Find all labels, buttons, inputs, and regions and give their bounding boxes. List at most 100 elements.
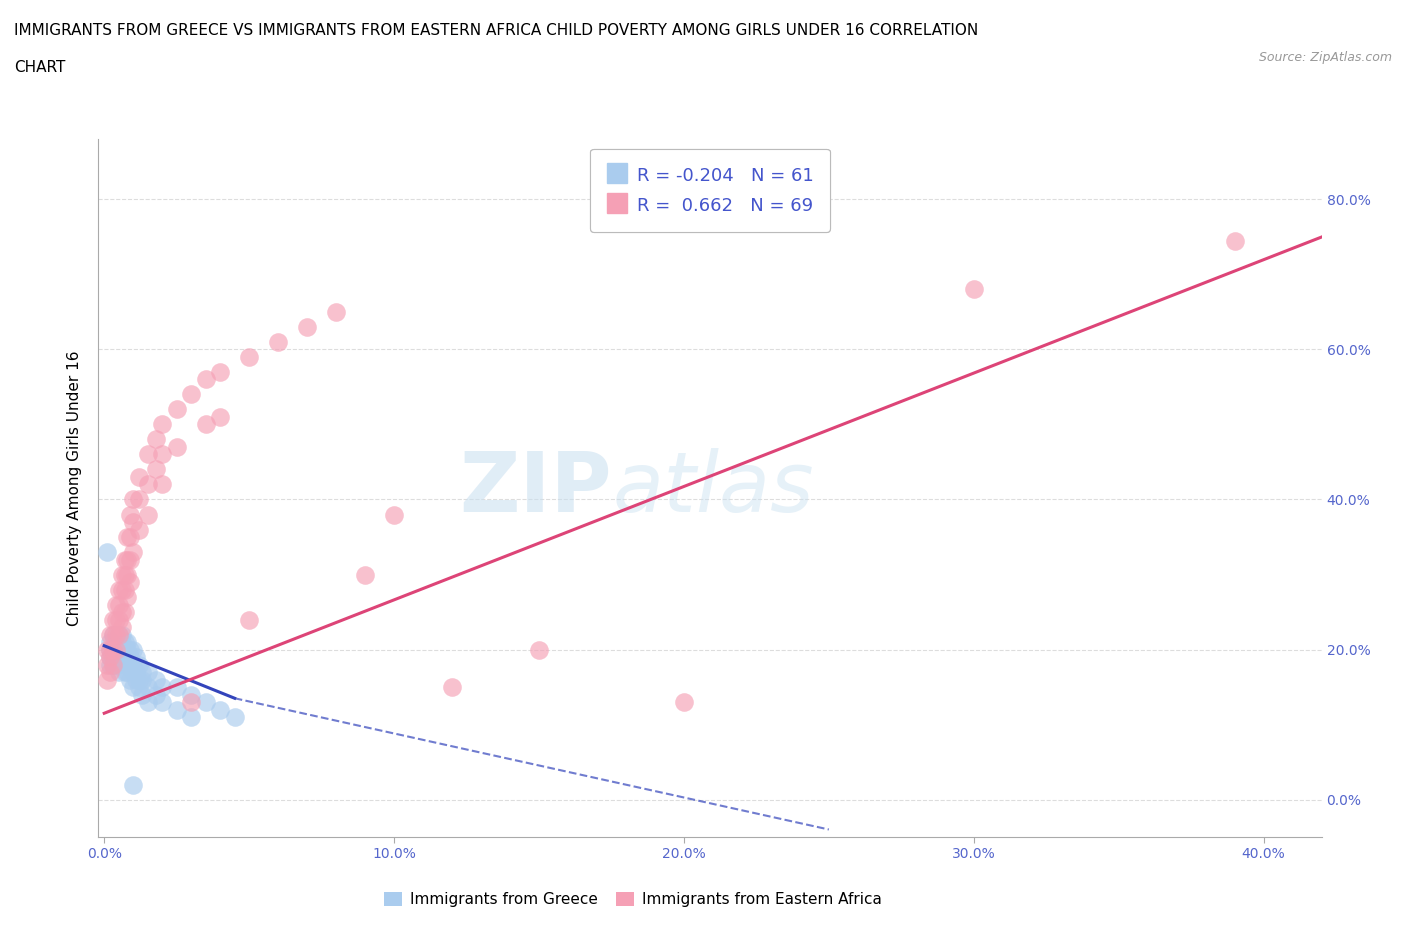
Point (114, 582, 136, 597)
Point (120, 642, 142, 657)
Point (963, 282, 986, 297)
Point (122, 642, 145, 657)
Point (114, 642, 136, 657)
Point (145, 432, 167, 447)
Point (104, 642, 127, 657)
Point (131, 687, 153, 702)
Point (122, 665, 145, 680)
Point (354, 567, 377, 582)
Point (128, 492, 150, 507)
Point (101, 612, 124, 627)
Point (98, 649, 121, 664)
Point (325, 304, 347, 319)
Point (238, 350, 260, 365)
Point (209, 365, 232, 379)
Point (128, 658, 150, 672)
Point (122, 658, 145, 672)
Point (101, 658, 124, 672)
Point (101, 642, 124, 657)
Point (122, 777, 145, 792)
Point (131, 665, 153, 680)
Point (194, 695, 217, 710)
Point (441, 680, 464, 695)
Point (1223, 233, 1246, 248)
Point (114, 634, 136, 649)
Point (98, 649, 121, 664)
Point (128, 522, 150, 537)
Point (120, 552, 142, 567)
Point (96, 658, 118, 672)
Point (117, 590, 139, 604)
Point (120, 649, 142, 664)
Point (131, 672, 153, 687)
Point (104, 612, 127, 627)
Point (117, 567, 139, 582)
Point (128, 680, 150, 695)
Point (128, 470, 150, 485)
Point (136, 507, 159, 522)
Point (98, 665, 121, 680)
Point (110, 634, 132, 649)
Point (150, 680, 173, 695)
Text: Source: ZipAtlas.com: Source: ZipAtlas.com (1258, 51, 1392, 64)
Point (114, 567, 136, 582)
Text: CHART: CHART (14, 60, 66, 75)
Point (101, 658, 124, 672)
Point (110, 642, 132, 657)
Point (125, 672, 148, 687)
Point (150, 447, 173, 462)
Point (180, 710, 202, 724)
Point (136, 477, 159, 492)
Point (194, 417, 217, 432)
Point (107, 649, 129, 664)
Point (96, 672, 118, 687)
Point (101, 627, 124, 642)
Point (120, 575, 142, 590)
Point (120, 507, 142, 522)
Point (145, 672, 167, 687)
Point (107, 665, 129, 680)
Point (117, 649, 139, 664)
Point (209, 409, 232, 424)
Point (107, 612, 129, 627)
Point (295, 320, 318, 335)
Point (209, 702, 232, 717)
Point (122, 492, 145, 507)
Y-axis label: Child Poverty Among Girls Under 16: Child Poverty Among Girls Under 16 (67, 351, 83, 626)
Text: ZIP: ZIP (460, 447, 612, 529)
Point (117, 634, 139, 649)
Point (120, 658, 142, 672)
Point (180, 387, 202, 402)
Point (98, 642, 121, 657)
Point (104, 649, 127, 664)
Point (145, 462, 167, 477)
Point (96, 642, 118, 657)
Point (110, 567, 132, 582)
Point (150, 695, 173, 710)
Point (114, 552, 136, 567)
Point (104, 627, 127, 642)
Point (382, 507, 405, 522)
Point (194, 372, 217, 387)
Point (122, 514, 145, 529)
Point (527, 642, 550, 657)
Point (117, 665, 139, 680)
Point (110, 649, 132, 664)
Point (110, 627, 132, 642)
Point (122, 545, 145, 560)
Point (114, 604, 136, 619)
Legend: R = -0.204   N = 61, R =  0.662   N = 69: R = -0.204 N = 61, R = 0.662 N = 69 (591, 149, 830, 232)
Point (180, 695, 202, 710)
Point (150, 477, 173, 492)
Point (110, 619, 132, 634)
Point (110, 582, 132, 597)
Point (136, 447, 159, 462)
Point (110, 604, 132, 619)
Point (117, 642, 139, 657)
Point (104, 634, 127, 649)
Point (107, 627, 129, 642)
Point (120, 529, 142, 544)
Point (107, 642, 129, 657)
Point (128, 672, 150, 687)
Point (98, 634, 121, 649)
